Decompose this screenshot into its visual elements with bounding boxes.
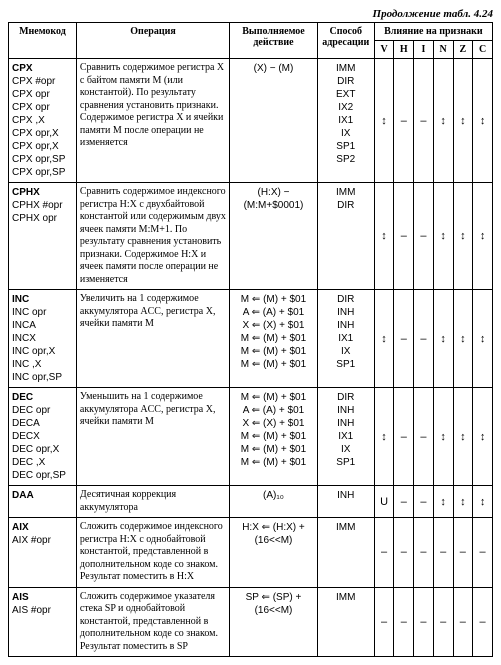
cell-flag: – xyxy=(473,518,493,588)
cell-mnemo: CPXCPX #oprCPX oprCPX oprCPX ,XCPX opr,X… xyxy=(9,59,77,183)
header-addr: Способ адресации xyxy=(317,23,374,59)
cell-mnemo: INCINC oprINCAINCXINC opr,XINC ,XINC opr… xyxy=(9,290,77,388)
cell-flag: – xyxy=(394,388,414,486)
table-row: CPXCPX #oprCPX oprCPX oprCPX ,XCPX opr,X… xyxy=(9,59,493,183)
cell-flag: ↕ xyxy=(433,290,453,388)
cell-operation: Уменьшить на 1 содержимое аккумулятора A… xyxy=(76,388,229,486)
cell-flag: ↕ xyxy=(374,290,394,388)
header-flags-group: Влияние на признаки xyxy=(374,23,492,41)
header-flag-n: N xyxy=(433,41,453,59)
cell-flag: ↕ xyxy=(433,183,453,290)
cell-action: M ⇐ (M) + $01 A ⇐ (A) + $01 X ⇐ (X) + $0… xyxy=(230,290,318,388)
cell-flag: – xyxy=(433,587,453,657)
cell-action: (A)₁₀ xyxy=(230,486,318,518)
cell-operation: Сравнить содержимое регистра X с байтом … xyxy=(76,59,229,183)
cell-flag: – xyxy=(414,290,434,388)
cell-flag: – xyxy=(473,587,493,657)
header-op: Операция xyxy=(76,23,229,59)
cell-action: SP ⇐ (SP) + (16<<M) xyxy=(230,587,318,657)
cell-flag: – xyxy=(374,587,394,657)
cell-flag: – xyxy=(394,486,414,518)
cell-operation: Сложить содержимое индексного регистра H… xyxy=(76,518,229,588)
table-row: INCINC oprINCAINCXINC opr,XINC ,XINC opr… xyxy=(9,290,493,388)
cell-flag: ↕ xyxy=(453,59,473,183)
cell-flag: ↕ xyxy=(453,486,473,518)
cell-addressing: DIR INH INH IX1 IX SP1 xyxy=(317,290,374,388)
cell-mnemo: DECDEC oprDECADECXDEC opr,XDEC ,XDEC opr… xyxy=(9,388,77,486)
cell-flag: – xyxy=(394,587,414,657)
cell-flag: – xyxy=(394,518,414,588)
cell-flag: – xyxy=(394,59,414,183)
header-flag-c: C xyxy=(473,41,493,59)
cell-flag: – xyxy=(414,486,434,518)
cell-flag: – xyxy=(394,183,414,290)
cell-flag: ↕ xyxy=(374,183,394,290)
header-flag-h: H xyxy=(394,41,414,59)
cell-addressing: IMM DIR EXT IX2 IX1 IX SP1 SP2 xyxy=(317,59,374,183)
cell-flag: – xyxy=(414,587,434,657)
header-flag-i: I xyxy=(414,41,434,59)
cell-flag: U xyxy=(374,486,394,518)
cell-flag: – xyxy=(414,388,434,486)
cell-addressing: INH xyxy=(317,486,374,518)
table-row: CPHXCPHX #oprCPHX oprСравнить содержимое… xyxy=(9,183,493,290)
cell-addressing: IMM xyxy=(317,518,374,588)
cell-flag: – xyxy=(453,587,473,657)
cell-flag: – xyxy=(394,290,414,388)
cell-flag: ↕ xyxy=(374,388,394,486)
table-row: DAAДесятичная коррекция аккумулятора(A)₁… xyxy=(9,486,493,518)
cell-flag: – xyxy=(374,518,394,588)
cell-flag: ↕ xyxy=(433,388,453,486)
cell-action: H:X ⇐ (H:X) + (16<<M) xyxy=(230,518,318,588)
cell-flag: – xyxy=(414,59,434,183)
cell-action: (H:X) − (M:M+$0001) xyxy=(230,183,318,290)
cell-flag: ↕ xyxy=(473,486,493,518)
cell-flag: – xyxy=(414,518,434,588)
cell-flag: ↕ xyxy=(473,290,493,388)
cell-operation: Сравнить содержимое индексного регистра … xyxy=(76,183,229,290)
table-caption: Продолжение табл. 4.24 xyxy=(8,8,493,20)
cell-operation: Увеличить на 1 содержимое аккумулятора A… xyxy=(76,290,229,388)
cell-flag: – xyxy=(433,518,453,588)
cell-mnemo: AISAIS #opr xyxy=(9,587,77,657)
cell-flag: ↕ xyxy=(453,290,473,388)
cell-action: M ⇐ (M) + $01 A ⇐ (A) + $01 X ⇐ (X) + $0… xyxy=(230,388,318,486)
header-act: Выполняемое действие xyxy=(230,23,318,59)
cell-flag: ↕ xyxy=(433,486,453,518)
table-row: AISAIS #oprСложить содержимое указателя … xyxy=(9,587,493,657)
cell-flag: ↕ xyxy=(453,183,473,290)
cell-flag: – xyxy=(414,183,434,290)
cell-addressing: IMM xyxy=(317,587,374,657)
cell-addressing: DIR INH INH IX1 IX SP1 xyxy=(317,388,374,486)
header-flag-v: V xyxy=(374,41,394,59)
cell-flag: ↕ xyxy=(473,183,493,290)
cell-flag: ↕ xyxy=(473,388,493,486)
cell-flag: – xyxy=(453,518,473,588)
cell-action: (X) − (M) xyxy=(230,59,318,183)
instruction-table: Мнемокод Операция Выполняемое действие С… xyxy=(8,22,493,657)
table-row: DECDEC oprDECADECXDEC opr,XDEC ,XDEC opr… xyxy=(9,388,493,486)
cell-flag: ↕ xyxy=(433,59,453,183)
table-row: AIXAIX #oprСложить содержимое индексного… xyxy=(9,518,493,588)
cell-operation: Сложить содержимое указателя стека SP и … xyxy=(76,587,229,657)
header-mnemo: Мнемокод xyxy=(9,23,77,59)
cell-flag: ↕ xyxy=(453,388,473,486)
cell-addressing: IMM DIR xyxy=(317,183,374,290)
cell-mnemo: CPHXCPHX #oprCPHX opr xyxy=(9,183,77,290)
cell-flag: ↕ xyxy=(473,59,493,183)
header-flag-z: Z xyxy=(453,41,473,59)
cell-mnemo: AIXAIX #opr xyxy=(9,518,77,588)
cell-mnemo: DAA xyxy=(9,486,77,518)
cell-operation: Десятичная коррекция аккумулятора xyxy=(76,486,229,518)
cell-flag: ↕ xyxy=(374,59,394,183)
